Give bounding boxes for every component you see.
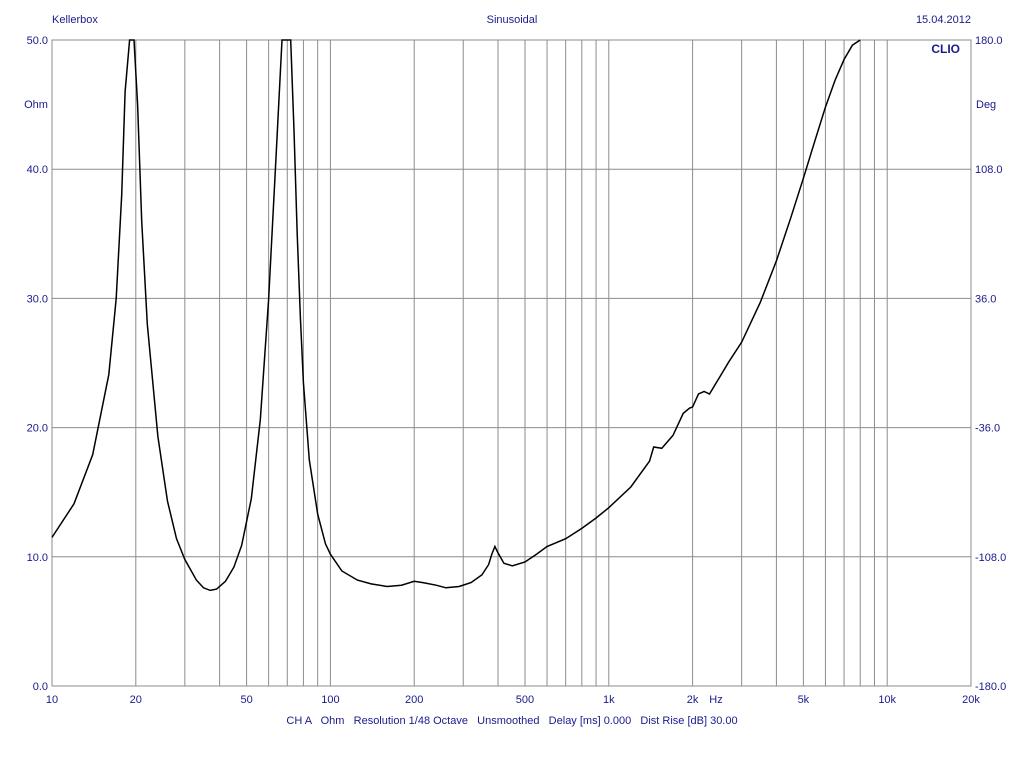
y2-tick-label: 36.0 [975, 293, 996, 305]
y-axis-unit: Ohm [24, 99, 48, 111]
footer-status: CH A Ohm Resolution 1/48 Octave Unsmooth… [286, 715, 737, 727]
x-tick-label: 20k [962, 694, 980, 706]
plot-frame [51, 39, 972, 687]
x-tick-label: 50 [240, 694, 252, 706]
x-tick-label: 10k [878, 694, 896, 706]
x-tick-label: 100 [321, 694, 339, 706]
y2-tick-label: 108.0 [975, 164, 1003, 176]
x-tick-label: 10 [46, 694, 58, 706]
header-left: Kellerbox [52, 14, 98, 26]
x-tick-label: 20 [130, 694, 142, 706]
x-tick-label: 5k [798, 694, 810, 706]
x-tick-label: 1k [603, 694, 615, 706]
y-tick-label: 20.0 [27, 423, 48, 435]
y2-tick-label: -36.0 [975, 423, 1000, 435]
x-axis-unit: Hz [709, 694, 722, 706]
y2-tick-label: 180.0 [975, 35, 1003, 47]
y2-axis-unit: Deg [976, 99, 996, 111]
x-tick-label: 500 [516, 694, 534, 706]
x-tick-label: 200 [405, 694, 423, 706]
y-tick-label: 10.0 [27, 552, 48, 564]
header-date: 15.04.2012 [916, 14, 971, 26]
y-tick-label: 30.0 [27, 293, 48, 305]
tick-labels: 10 20 50 100 200 500 1k 2k 5k 10k 20k 0.0 10.0 20.0 30… [27, 35, 1007, 706]
grid [52, 40, 972, 686]
y-tick-label: 50.0 [27, 35, 48, 47]
y-tick-label: 40.0 [27, 164, 48, 176]
chart-title: Sinusoidal [487, 14, 538, 26]
clio-brand: CLIO [931, 42, 960, 56]
y2-tick-label: -180.0 [975, 681, 1006, 693]
y-tick-label: 0.0 [33, 681, 48, 693]
impedance-curve [51, 39, 861, 592]
y2-tick-label: -108.0 [975, 552, 1006, 564]
x-tick-label: 2k [687, 694, 699, 706]
